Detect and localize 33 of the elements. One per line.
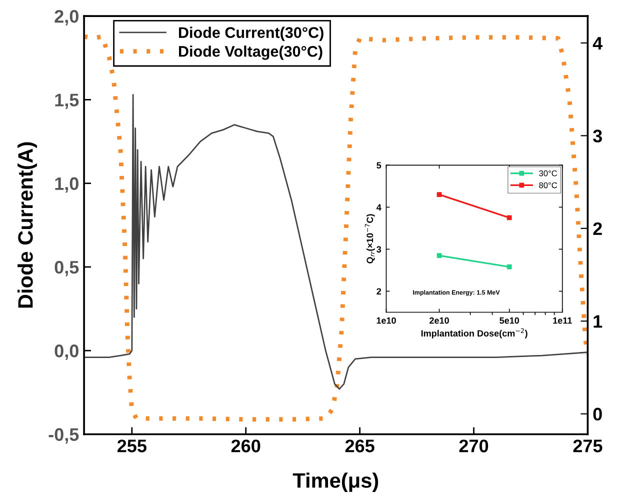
y-tick-label: 0,5 bbox=[54, 260, 79, 276]
x-axis-title: Time(μs) bbox=[292, 472, 378, 492]
y-tick-label: 0,0 bbox=[54, 344, 78, 360]
x-tick-label: 270 bbox=[459, 440, 488, 452]
y2-tick-label: 4 bbox=[592, 37, 603, 50]
y2-tick-label: 2 bbox=[593, 222, 602, 235]
y-tick-label: 1,5 bbox=[55, 94, 79, 110]
x-tick-label: 275 bbox=[573, 440, 602, 452]
y-tick-label: 2 bbox=[376, 288, 382, 295]
y2-tick-label: 0 bbox=[593, 408, 602, 421]
legend-label: Diode Current(30°C) bbox=[179, 26, 324, 41]
y-tick-label: 5 bbox=[376, 162, 382, 169]
y2-tick-label: 3 bbox=[592, 130, 602, 142]
y-tick-label: -0,5 bbox=[48, 428, 79, 444]
line-series bbox=[84, 94, 588, 390]
y-tick-label: 4 bbox=[376, 204, 382, 210]
x-tick-label: 5e10 bbox=[500, 317, 520, 324]
y-tick-label: 3 bbox=[376, 246, 382, 253]
x-tick-label: 2e10 bbox=[430, 317, 449, 324]
x-tick-label: 260 bbox=[231, 440, 260, 452]
y-tick-label: 2,0 bbox=[54, 10, 78, 26]
x-tick-label: 1e11 bbox=[553, 317, 572, 324]
y2-tick-label: 1 bbox=[594, 315, 602, 328]
x-tick-label: 255 bbox=[117, 440, 146, 452]
legend-label: 30°C bbox=[539, 170, 558, 176]
y-axis-title: Diode Current(A) bbox=[18, 142, 37, 308]
y-axis-title: Q$_{rr}$(×10$^{−7}$C) bbox=[364, 214, 375, 264]
x-tick-label: 265 bbox=[345, 440, 374, 452]
x-axis-title: Implantation Dose(cm$^{−2}$) bbox=[421, 328, 528, 338]
y-tick-label: 1,0 bbox=[55, 177, 78, 193]
legend-label: 80°C bbox=[539, 182, 558, 188]
legend-label: Diode Voltage(30°C) bbox=[179, 46, 322, 60]
x-tick-label: 1e10 bbox=[376, 317, 396, 324]
